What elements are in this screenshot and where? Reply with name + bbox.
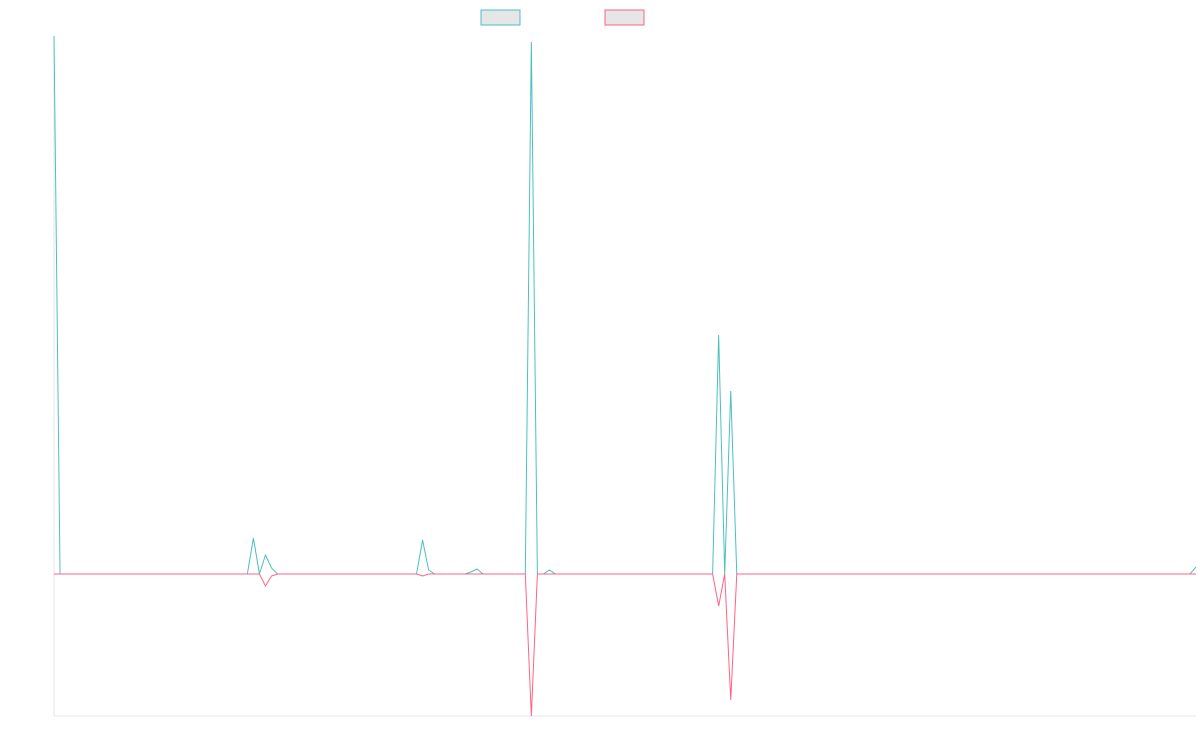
legend-swatch-series-2[interactable] — [604, 9, 645, 26]
legend — [480, 9, 645, 26]
chart-axes — [53, 36, 1196, 717]
legend-swatch-series-1[interactable] — [480, 9, 521, 26]
plot-area — [53, 35, 1197, 717]
series-2-line — [54, 573, 1196, 717]
series-1-line — [53, 35, 1197, 575]
